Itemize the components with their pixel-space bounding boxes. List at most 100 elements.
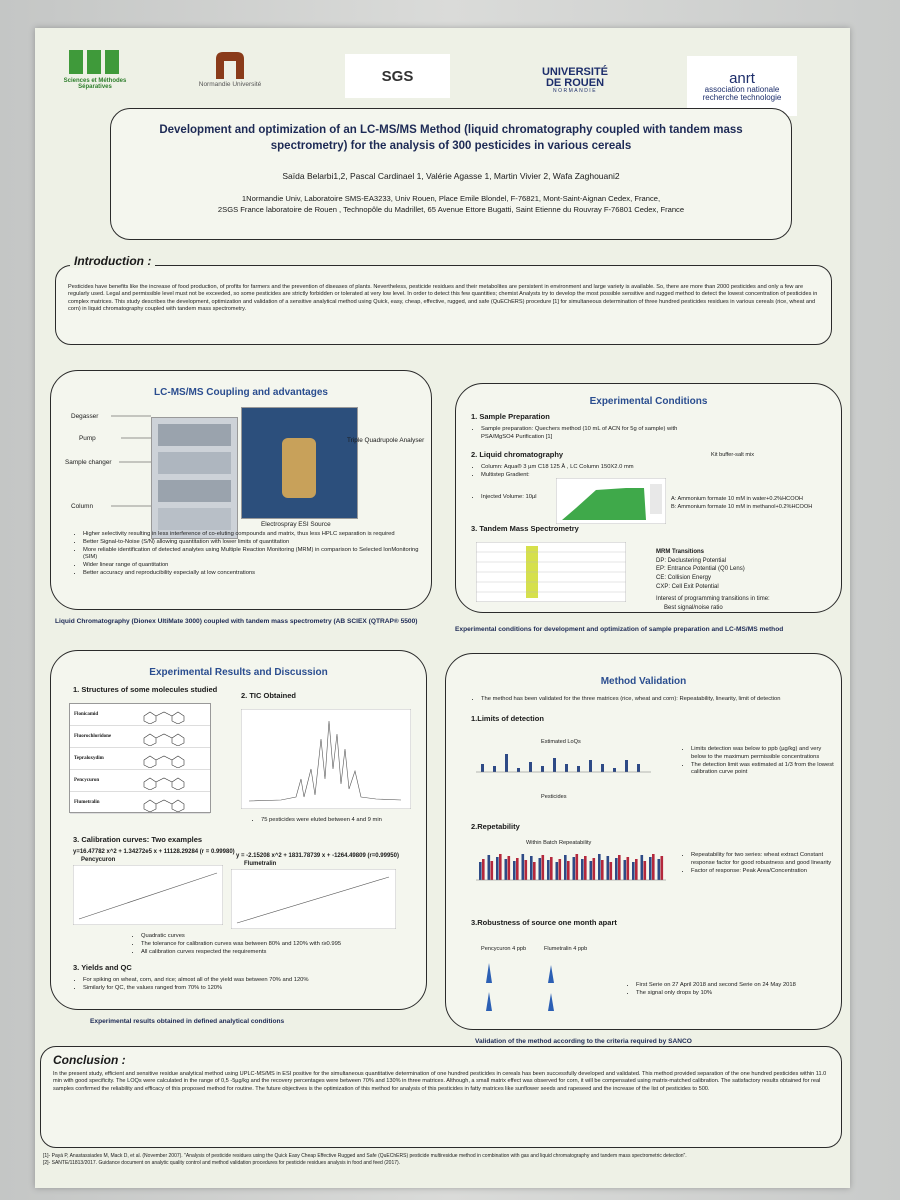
decorative-bar xyxy=(479,862,482,880)
bullet-list: Sample preparation: Quechers method (10 … xyxy=(471,426,711,442)
chart-label: Pencycuron 4 ppb xyxy=(481,946,527,952)
bullet: 75 pesticides were eluted between 4 and … xyxy=(261,817,382,825)
repeatability-image xyxy=(476,854,666,881)
decorative-bar xyxy=(555,862,559,880)
decorative-bar xyxy=(598,854,601,880)
gradient-image xyxy=(556,478,666,524)
label: Triple Quadrupole Analyser xyxy=(347,437,425,444)
bullet-list: Column: Aqua® 3 µm C18 125 Å , LC Column… xyxy=(471,464,681,480)
bullet: Higher selectivity resulting in less int… xyxy=(83,531,423,539)
molecule-name: Flumetralin xyxy=(74,800,100,805)
structure-sketch xyxy=(143,711,185,724)
reference: [1]- Payá P, Anastassiades M, Mack D, et… xyxy=(43,1153,687,1159)
structure-sketch xyxy=(143,733,185,746)
bullet-list: Quadratic curvesThe tolerance for calibr… xyxy=(131,933,401,956)
molecule-name: Pencycuron xyxy=(74,778,100,783)
structure-line xyxy=(143,755,185,768)
decorative-bar xyxy=(635,859,638,880)
molecule-row: Flonicamid xyxy=(70,704,210,726)
decorative-bar xyxy=(643,861,647,880)
arrows xyxy=(111,415,151,507)
calibration-image xyxy=(73,865,223,925)
lcms-box: LC-MS/MS Coupling and advantages Degasse… xyxy=(50,370,432,610)
logo-icon xyxy=(216,51,244,79)
decorative-bar xyxy=(558,859,562,880)
subheading: 3.Robustness of source one month apart xyxy=(471,918,617,927)
label: Pump xyxy=(79,435,96,442)
label: Kit buffer-salt mix xyxy=(711,452,755,458)
affiliation: 1Normandie Univ, Laboratoire SMS-EA3233,… xyxy=(241,194,661,203)
chart-label: Estimated LoQs xyxy=(541,739,581,745)
molecule-row: Fluorochloridone xyxy=(70,726,210,748)
structure-line xyxy=(143,799,185,812)
bullet-list: Higher selectivity resulting in less int… xyxy=(73,531,423,578)
structure-line xyxy=(143,711,185,724)
decorative-bar xyxy=(575,854,579,880)
compound: Flumetralin xyxy=(244,861,277,867)
structure-line xyxy=(143,777,185,790)
equation: y=16.47782 x^2 + 1.34272e5 x + 11128.292… xyxy=(73,849,235,855)
label: Degasser xyxy=(71,413,99,420)
bullet: Quadratic curves xyxy=(141,933,401,941)
label: Interest of programming transitions in t… xyxy=(656,596,770,603)
caption: Experimental results obtained in defined… xyxy=(90,1018,285,1025)
decorative-bar xyxy=(567,861,570,880)
subheading: 2. Liquid chromatography xyxy=(471,450,564,459)
molecule-row: Flumetralin xyxy=(70,792,210,814)
decorative-bar xyxy=(487,855,491,880)
structure-sketch xyxy=(143,777,185,790)
logo-anrt: anrt association nationale recherche tec… xyxy=(687,56,797,116)
logo-text: NORMANDIE xyxy=(552,87,598,94)
bullet: Limits detection was below to ppb (µg/kg… xyxy=(691,746,836,762)
molecule-name: Flonicamid xyxy=(74,712,99,717)
logo-text: SGS xyxy=(381,67,414,85)
calibration-image xyxy=(231,869,396,929)
decorative-bar xyxy=(541,855,545,880)
logo-text: Sciences et Méthodes Séparatives xyxy=(63,78,127,90)
conclusion-box: Conclusion : In the present study, effic… xyxy=(40,1046,842,1148)
label: Best signal/noise ratio xyxy=(664,605,723,612)
bullet-list: For spiking on wheat, corn, and rice; al… xyxy=(73,977,403,993)
decorative-bar xyxy=(499,854,502,880)
tic-image xyxy=(241,709,411,809)
decorative-bar xyxy=(507,856,511,880)
subheading: 3. Yields and QC xyxy=(73,963,132,972)
lc-instrument-image xyxy=(151,417,238,539)
introduction-box: Introduction : Pesticides have benefits … xyxy=(55,254,832,345)
molecule-row: Pencycuron xyxy=(70,770,210,792)
decorative-bar xyxy=(490,861,494,880)
equation: y = -2.15208 x^2 + 1831.78739 x + -1264.… xyxy=(236,853,399,859)
section-heading: Experimental Conditions xyxy=(589,396,708,407)
label: Column xyxy=(71,503,94,510)
subheading: 3. Calibration curves: Two examples xyxy=(73,835,203,844)
robustness-image xyxy=(478,963,562,1011)
validation-box: Method Validation The method has been va… xyxy=(445,653,842,1030)
decorative-bar xyxy=(640,855,644,880)
compound: Pencycuron xyxy=(81,857,116,863)
decorative-bar xyxy=(530,856,533,880)
structures-table: Flonicamid Fluorochloridone Tepraloxydim Pe… xyxy=(69,703,211,814)
label: A: Ammonium formate 10 mM in water+0.2%H… xyxy=(671,496,803,502)
references: [1]- Payá P, Anastassiades M, Mack D, et… xyxy=(43,1153,833,1167)
bullet: Sample preparation: Quechers method (10 … xyxy=(481,426,711,442)
authors: Saïda Belarbi1,2, Pascal Cardinael 1, Va… xyxy=(282,171,620,181)
decorative-bar xyxy=(513,861,516,880)
logo-sms: Sciences et Méthodes Séparatives xyxy=(55,38,135,98)
bullet: All calibration curves respected the req… xyxy=(141,949,401,957)
conclusion-text: In the present study, efficient and sens… xyxy=(53,1071,827,1092)
decorative-bar xyxy=(496,857,499,880)
logo-sgs: SGS xyxy=(345,54,450,98)
bullet: Wider linear range of quantitation xyxy=(83,562,423,570)
mrm-legend: MRM Transitions DP: Declustering Potenti… xyxy=(656,548,770,613)
bullet: Factor of response: Peak Area/Concentrat… xyxy=(691,868,841,876)
affiliation: 2SGS France laboratoire de Rouen , Techn… xyxy=(217,205,685,214)
molecule-name: Fluorochloridone xyxy=(74,734,112,739)
decorative-bar xyxy=(626,857,630,880)
logo-rouen: UNIVERSITÉ DE ROUEN NORMANDIE xyxy=(515,58,635,102)
title: Development and optimization of an LC-MS… xyxy=(159,124,743,152)
structure-line xyxy=(143,733,185,746)
label: DP: Declustering Potential xyxy=(656,557,727,564)
label: CXP: Cell Exit Potential xyxy=(656,583,719,590)
decorative-bar xyxy=(584,856,587,880)
